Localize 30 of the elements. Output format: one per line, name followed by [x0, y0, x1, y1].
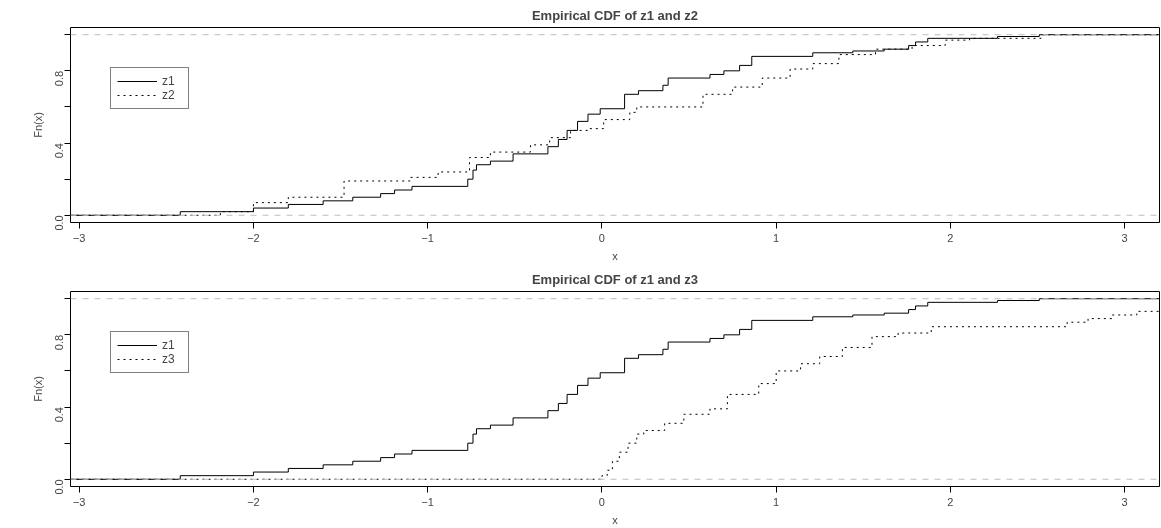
- legend-label: z1: [162, 338, 176, 352]
- x-tick-label: 2: [947, 231, 954, 244]
- x-tick-label: 1: [773, 495, 780, 508]
- x-tick-label: −3: [72, 231, 86, 244]
- y-tick-label: 0.8: [53, 70, 66, 87]
- x-tick-label: 2: [947, 495, 954, 508]
- x-tick-label: −1: [421, 231, 434, 244]
- chart-title: Empirical CDF of z1 and z2: [531, 7, 699, 23]
- legend-label: z2: [162, 88, 176, 102]
- legend-label: z1: [162, 74, 176, 88]
- x-tick-label: 1: [773, 231, 780, 244]
- y-tick-label: 0.8: [53, 334, 66, 351]
- y-axis-title: Fn(x): [31, 376, 44, 402]
- x-axis-title: x: [612, 249, 619, 262]
- legend-label: z3: [162, 352, 176, 366]
- y-tick-label: 0.0: [53, 215, 66, 231]
- y-tick-label: 0.4: [53, 143, 66, 159]
- y-tick-label: 0.0: [53, 479, 66, 495]
- chart-title: Empirical CDF of z1 and z3: [531, 271, 699, 287]
- x-tick-label: −2: [247, 231, 260, 244]
- x-tick-label: −2: [247, 495, 260, 508]
- x-tick-label: −1: [421, 495, 434, 508]
- y-tick-label: 0.4: [53, 407, 66, 423]
- x-axis-title: x: [612, 513, 619, 526]
- y-axis-title: Fn(x): [31, 112, 44, 138]
- x-tick-label: 0: [598, 495, 605, 508]
- x-tick-label: 0: [598, 231, 605, 244]
- x-tick-label: −3: [72, 495, 86, 508]
- x-tick-label: 3: [1121, 495, 1128, 508]
- x-tick-label: 3: [1121, 231, 1128, 244]
